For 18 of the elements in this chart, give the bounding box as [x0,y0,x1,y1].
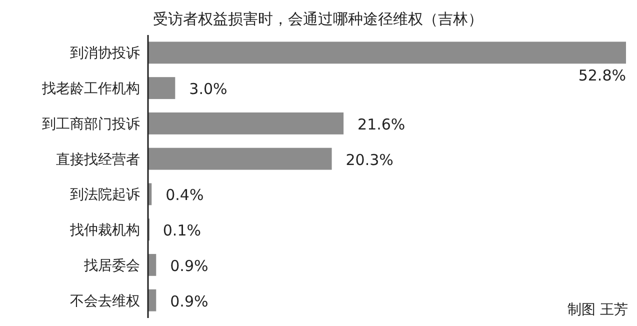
data-label: 20.3% [346,150,394,169]
data-label: 0.1% [162,222,202,240]
y-tick-label: 不会去维权 [70,293,140,310]
data-label: 0.4% [166,186,204,204]
data-label: 0.9% [170,256,208,275]
y-tick-label: 到法院起诉 [70,187,140,204]
chart-title: 受访者权益损害时，会通过哪种途径维权（吉林） [153,10,483,28]
y-tick-label: 找老龄工作机构 [41,81,140,98]
annotation: 制图 王芳 [568,302,628,318]
y-tick-label: 直接找经营者 [56,152,140,168]
data-label: 52.8% [578,66,626,85]
data-label: 21.6% [358,115,406,134]
y-tick-label: 到工商部门投诉 [42,116,140,132]
y-tick-label: 到消协投诉 [70,46,140,62]
y-tick-label: 找仲裁机构 [69,222,140,239]
y-tick-label: 找居委会 [83,258,140,274]
data-label: 3.0% [189,80,228,98]
data-label: 0.9% [170,292,208,310]
